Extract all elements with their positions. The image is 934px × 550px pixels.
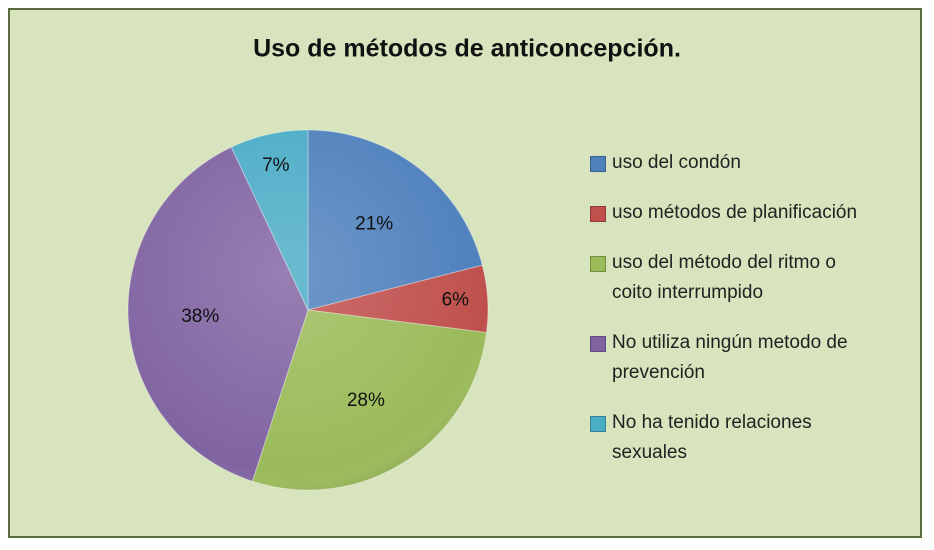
legend-entry: uso del condón — [590, 148, 867, 178]
chart-title: Uso de métodos de anticoncepción. — [253, 35, 681, 63]
legend-swatch — [590, 256, 606, 272]
data-label: 6% — [442, 290, 470, 311]
data-label: 21% — [355, 214, 393, 235]
legend-swatch — [590, 416, 606, 432]
legend-label: No utiliza ningún metodo de prevención — [612, 332, 848, 383]
legend-entry: No ha tenido relaciones sexuales — [590, 408, 867, 468]
legend-entry: uso del método del ritmo o coito interru… — [590, 248, 867, 308]
data-label: 7% — [262, 155, 290, 176]
legend-label: uso del condón — [612, 152, 741, 173]
legend-entry: uso métodos de planificación — [590, 198, 867, 228]
legend: uso del condón uso métodos de planificaci… — [590, 148, 867, 468]
data-label: 38% — [181, 306, 219, 327]
legend-label: uso del método del ritmo o coito interru… — [612, 252, 836, 303]
legend-label: No ha tenido relaciones sexuales — [612, 412, 812, 463]
data-label: 28% — [347, 390, 385, 411]
legend-swatch — [590, 156, 606, 172]
legend-label: uso métodos de planificación — [612, 202, 858, 223]
legend-swatch — [590, 336, 606, 352]
legend-swatch — [590, 206, 606, 222]
legend-entry: No utiliza ningún metodo de prevención — [590, 328, 867, 388]
